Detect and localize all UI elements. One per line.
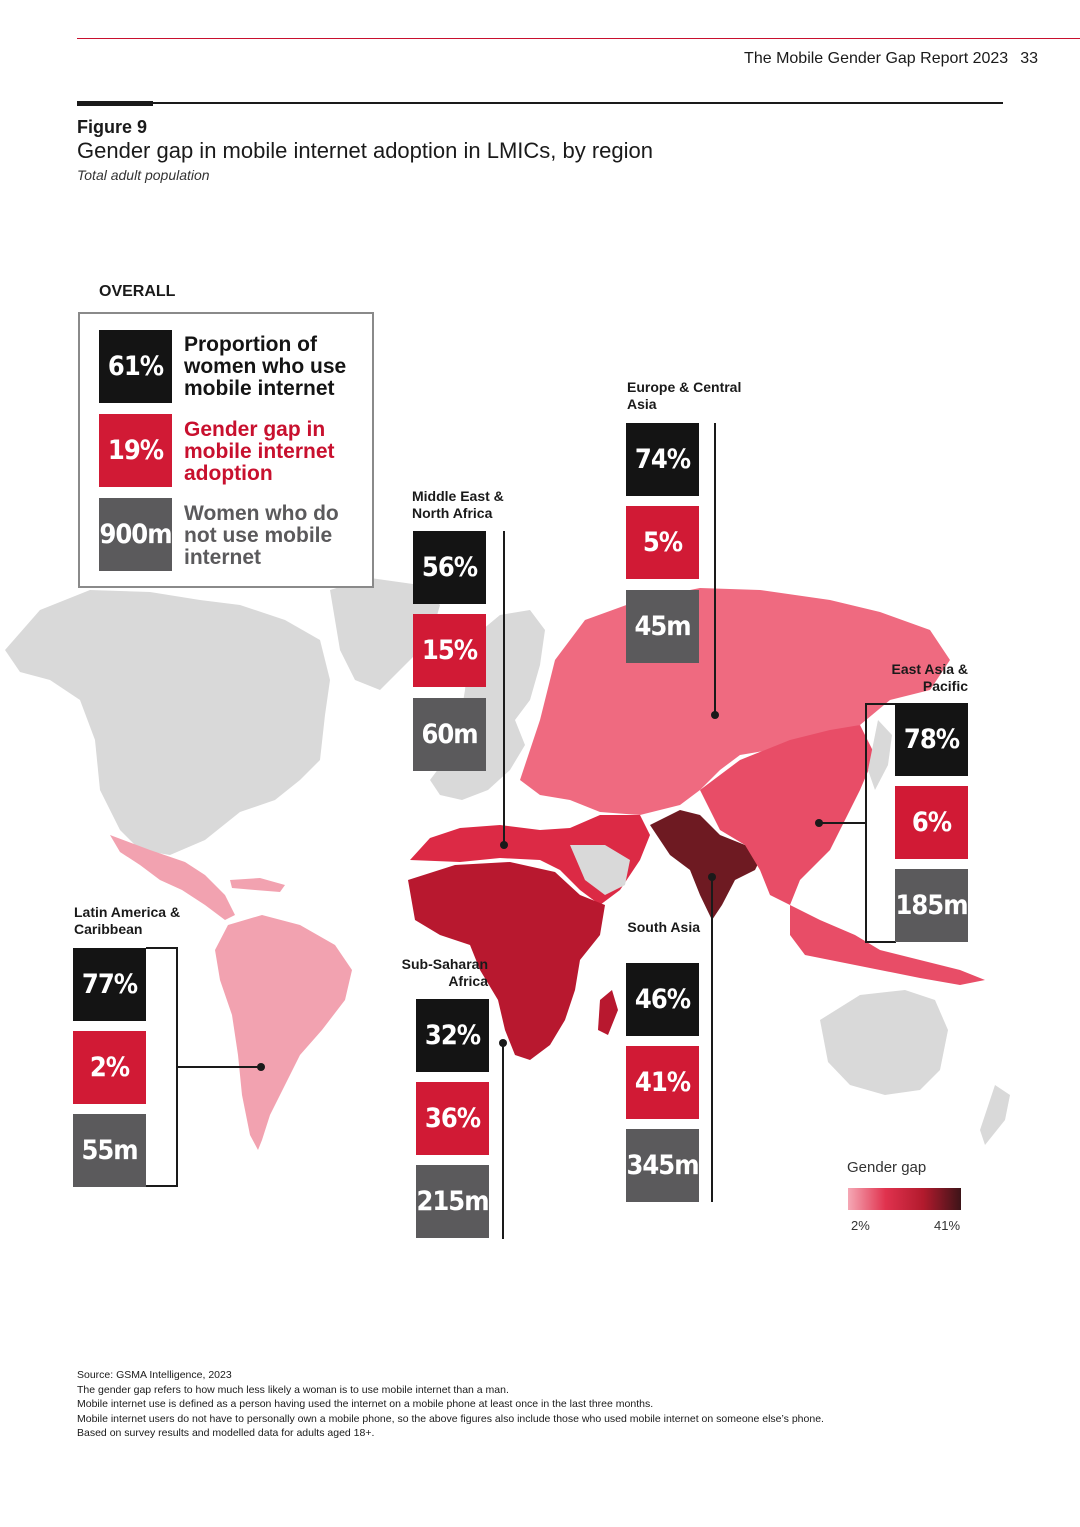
connector-eap-bottom — [865, 941, 896, 943]
legend-gradient-bar — [848, 1188, 961, 1210]
legend-title: Gender gap — [847, 1159, 927, 1176]
figure-subtitle: Total adult population — [77, 167, 210, 183]
map-southeast-asia — [790, 905, 985, 985]
top-rule — [77, 38, 1080, 39]
map-australia — [820, 990, 948, 1095]
mena-nonusers-tile: 60m — [413, 698, 486, 771]
map-east-asia — [700, 725, 875, 905]
lac-gap-tile: 2% — [73, 1031, 146, 1104]
ssa-nonusers-tile: 215m — [416, 1165, 490, 1238]
legend-min-label: 2% — [851, 1218, 870, 1233]
overall-gap-text: Gender gap in mobile internet adoption — [184, 418, 335, 485]
map-south-america — [215, 915, 352, 1150]
eca-usage-tile: 74% — [626, 423, 699, 496]
map-central-america — [110, 835, 235, 920]
ssa-gap-tile: 36% — [416, 1082, 489, 1155]
map-caribbean — [230, 878, 285, 892]
report-title: The Mobile Gender Gap Report 2023 — [744, 50, 1009, 67]
running-header: The Mobile Gender Gap Report 2023 33 — [744, 50, 1038, 68]
sa-gap-tile: 41% — [626, 1046, 699, 1119]
overall-nonusers-text: Women who do not use mobile internet — [184, 502, 339, 569]
region-label-sa: South Asia — [627, 919, 700, 935]
figure-label: Figure 9 — [77, 117, 148, 137]
connector-lac-top — [146, 947, 177, 949]
region-label-lac: Latin America & Caribbean — [74, 904, 181, 937]
map-new-zealand — [980, 1085, 1010, 1145]
overall-heading: OVERALL — [99, 283, 176, 300]
overall-usage-tile: 61% — [99, 330, 172, 403]
mena-gap-tile: 15% — [413, 614, 486, 687]
footnote-ownership: Mobile internet users do not have to per… — [77, 1412, 824, 1425]
eca-nonusers-tile: 45m — [626, 590, 699, 663]
figure-title: Gender gap in mobile internet adoption i… — [77, 138, 654, 163]
connector-mena — [503, 531, 505, 843]
pin-lac — [257, 1063, 265, 1071]
region-label-eca: Europe & Central Asia — [627, 379, 742, 412]
map-sub-saharan-africa — [408, 862, 605, 1060]
figure-rule — [77, 102, 1003, 104]
ssa-usage-tile: 32% — [416, 999, 489, 1072]
overall-nonusers-tile: 900m — [99, 498, 173, 571]
mena-usage-tile: 56% — [413, 531, 486, 604]
sa-nonusers-tile: 345m — [626, 1129, 700, 1202]
connector-lac-bottom — [146, 1185, 177, 1187]
map-south-asia — [650, 810, 765, 920]
overall-gap-tile: 19% — [99, 414, 172, 487]
eap-nonusers-tile: 185m — [895, 869, 969, 942]
pin-eca — [711, 711, 719, 719]
connector-sa — [711, 876, 713, 1202]
map-north-america — [5, 590, 330, 855]
connector-lac-pointer — [177, 1066, 261, 1068]
connector-ssa — [502, 1043, 504, 1239]
pin-sa — [708, 873, 716, 881]
sa-usage-tile: 46% — [626, 963, 699, 1036]
footnote-gap-definition: The gender gap refers to how much less l… — [77, 1383, 509, 1396]
footnote-source: Source: GSMA Intelligence, 2023 — [77, 1369, 232, 1381]
connector-eap-bracket — [865, 703, 867, 943]
lac-nonusers-tile: 55m — [73, 1114, 146, 1187]
connector-eca — [714, 423, 716, 715]
region-label-eap: East Asia & Pacific — [891, 661, 968, 694]
region-label-ssa: Sub-Saharan Africa — [401, 956, 488, 989]
footnote-basis: Based on survey results and modelled dat… — [77, 1427, 375, 1439]
map-arabia — [570, 845, 630, 895]
pin-ssa — [499, 1039, 507, 1047]
eap-gap-tile: 6% — [895, 786, 968, 859]
footnotes: Source: GSMA Intelligence, 2023 The gend… — [77, 1368, 1007, 1441]
legend-max-label: 41% — [934, 1218, 961, 1233]
footnote-usage-definition: Mobile internet use is defined as a pers… — [77, 1398, 654, 1410]
pin-eap — [815, 819, 823, 827]
page-number: 33 — [1020, 50, 1038, 67]
region-label-mena: Middle East & North Africa — [412, 488, 504, 521]
pin-mena — [500, 841, 508, 849]
map-madagascar — [598, 990, 618, 1035]
overall-usage-text: Proportion of women who use mobile inter… — [184, 333, 347, 400]
map-japan — [868, 720, 892, 790]
connector-eap-pointer — [820, 822, 866, 824]
eca-gap-tile: 5% — [626, 506, 699, 579]
map-greenland — [330, 578, 440, 690]
lac-usage-tile: 77% — [73, 948, 146, 1021]
connector-eap-top — [865, 703, 896, 705]
eap-usage-tile: 78% — [895, 703, 968, 776]
figure-rule-accent — [77, 101, 153, 106]
